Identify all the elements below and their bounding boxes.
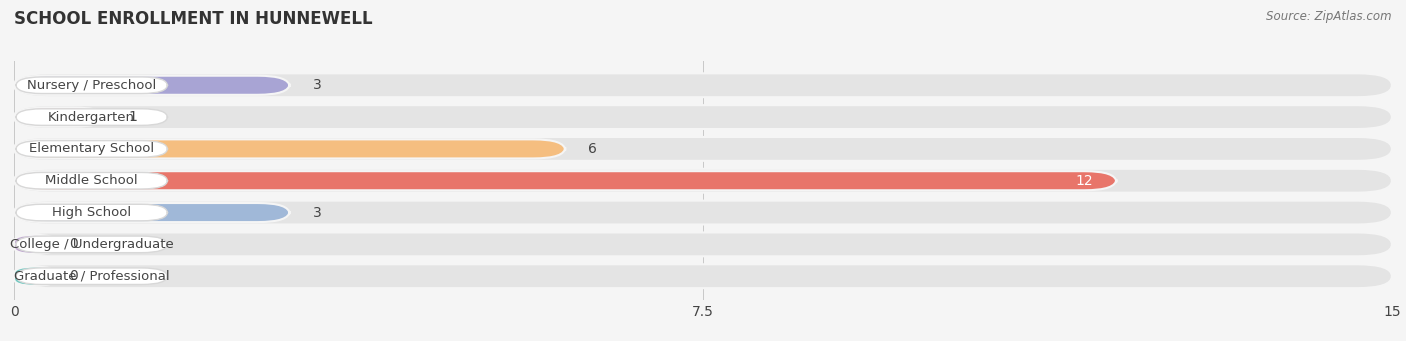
FancyBboxPatch shape xyxy=(14,169,1392,193)
Text: Nursery / Preschool: Nursery / Preschool xyxy=(27,79,156,92)
FancyBboxPatch shape xyxy=(14,201,1392,224)
FancyBboxPatch shape xyxy=(14,267,55,286)
Text: Middle School: Middle School xyxy=(45,174,138,187)
Text: College / Undergraduate: College / Undergraduate xyxy=(10,238,173,251)
Text: 0: 0 xyxy=(69,269,77,283)
FancyBboxPatch shape xyxy=(15,268,167,284)
Text: 6: 6 xyxy=(588,142,598,156)
FancyBboxPatch shape xyxy=(15,140,167,157)
FancyBboxPatch shape xyxy=(14,76,290,95)
FancyBboxPatch shape xyxy=(14,264,1392,288)
Text: Graduate / Professional: Graduate / Professional xyxy=(14,270,170,283)
Text: Source: ZipAtlas.com: Source: ZipAtlas.com xyxy=(1267,10,1392,23)
Text: 1: 1 xyxy=(129,110,138,124)
Text: High School: High School xyxy=(52,206,131,219)
Text: SCHOOL ENROLLMENT IN HUNNEWELL: SCHOOL ENROLLMENT IN HUNNEWELL xyxy=(14,10,373,28)
Text: 3: 3 xyxy=(312,78,322,92)
FancyBboxPatch shape xyxy=(15,204,167,221)
FancyBboxPatch shape xyxy=(14,107,105,127)
Text: Elementary School: Elementary School xyxy=(30,143,155,155)
FancyBboxPatch shape xyxy=(15,236,167,253)
Text: Kindergarten: Kindergarten xyxy=(48,110,135,123)
Text: 0: 0 xyxy=(69,237,77,251)
FancyBboxPatch shape xyxy=(14,235,55,254)
FancyBboxPatch shape xyxy=(15,77,167,93)
FancyBboxPatch shape xyxy=(14,105,1392,129)
Text: 12: 12 xyxy=(1076,174,1094,188)
FancyBboxPatch shape xyxy=(14,203,290,222)
FancyBboxPatch shape xyxy=(14,137,1392,161)
FancyBboxPatch shape xyxy=(15,173,167,189)
FancyBboxPatch shape xyxy=(14,233,1392,256)
FancyBboxPatch shape xyxy=(15,109,167,125)
FancyBboxPatch shape xyxy=(14,171,1116,190)
FancyBboxPatch shape xyxy=(14,73,1392,97)
Text: 3: 3 xyxy=(312,206,322,220)
FancyBboxPatch shape xyxy=(14,139,565,159)
